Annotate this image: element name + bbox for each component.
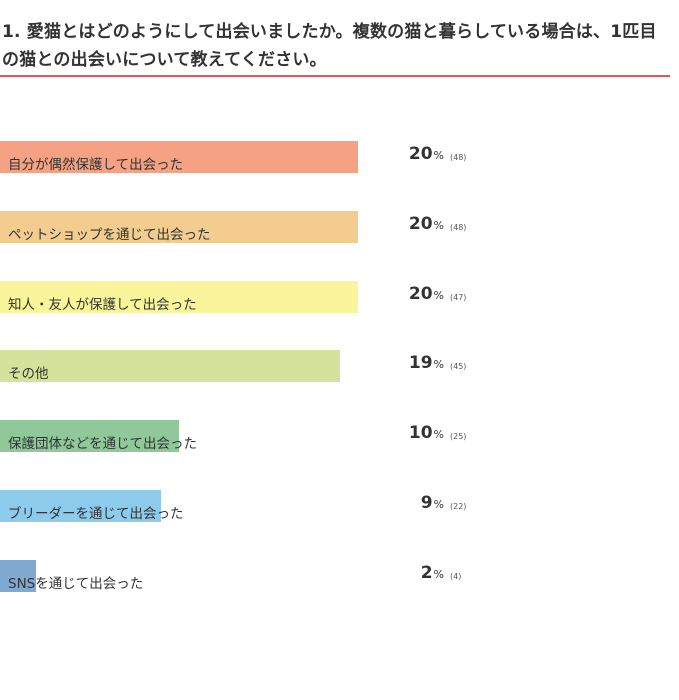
percent-unit: % — [433, 498, 444, 511]
percent-label: 19% — [384, 353, 444, 373]
bar — [0, 490, 161, 522]
category-label: その他 — [8, 366, 49, 382]
percent-label: 10% — [384, 423, 444, 443]
response-count: (48) — [450, 153, 467, 162]
bar — [0, 350, 340, 382]
bar-row: SNSを通じて出会った 2% (4) — [0, 560, 679, 596]
percent-unit: % — [433, 149, 444, 162]
category-label: ペットショップを通じて出会った — [8, 227, 211, 243]
percent-label: 2% — [384, 563, 444, 583]
response-count: (47) — [450, 293, 467, 302]
response-count: (22) — [450, 502, 467, 511]
percent-label: 20% — [384, 144, 444, 164]
bar-row: 知人・友人が保護して出会った 20% (47) — [0, 281, 679, 317]
bar-row: その他 19% (45) — [0, 350, 679, 386]
percent-label: 9% — [384, 493, 444, 513]
percent-value: 19 — [408, 353, 433, 373]
category-label: 自分が偶然保護して出会った — [8, 157, 184, 173]
percent-unit: % — [433, 428, 444, 441]
bar-row: ペットショップを通じて出会った 20% (48) — [0, 211, 679, 247]
bar — [0, 560, 36, 592]
percent-unit: % — [433, 358, 444, 371]
percent-unit: % — [433, 568, 444, 581]
response-count: (45) — [450, 362, 467, 371]
question-title: 1. 愛猫とはどのようにして出会いましたか。複数の猫と暮らしている場合は、1匹目… — [2, 22, 657, 70]
bar — [0, 420, 179, 452]
response-count: (25) — [450, 432, 467, 441]
bar-row: ブリーダーを通じて出会った 9% (22) — [0, 490, 679, 526]
percent-value: 2 — [420, 563, 433, 583]
bar — [0, 141, 358, 173]
bar — [0, 211, 358, 243]
response-count: (48) — [450, 223, 467, 232]
bar-row: 自分が偶然保護して出会った 20% (48) — [0, 141, 679, 177]
title-divider — [0, 75, 670, 77]
percent-value: 9 — [420, 493, 433, 513]
percent-value: 20 — [408, 284, 433, 304]
response-count: (4) — [450, 572, 462, 581]
percent-label: 20% — [384, 214, 444, 234]
percent-label: 20% — [384, 284, 444, 304]
percent-value: 20 — [408, 214, 433, 234]
category-label: 保護団体などを通じて出会った — [8, 436, 197, 452]
percent-unit: % — [433, 219, 444, 232]
bar — [0, 281, 358, 313]
bar-row: 保護団体などを通じて出会った 10% (25) — [0, 420, 679, 456]
category-label: SNSを通じて出会った — [8, 576, 144, 592]
percent-value: 20 — [408, 144, 433, 164]
percent-value: 10 — [408, 423, 433, 443]
category-label: 知人・友人が保護して出会った — [8, 297, 197, 313]
category-label: ブリーダーを通じて出会った — [8, 506, 184, 522]
percent-unit: % — [433, 289, 444, 302]
